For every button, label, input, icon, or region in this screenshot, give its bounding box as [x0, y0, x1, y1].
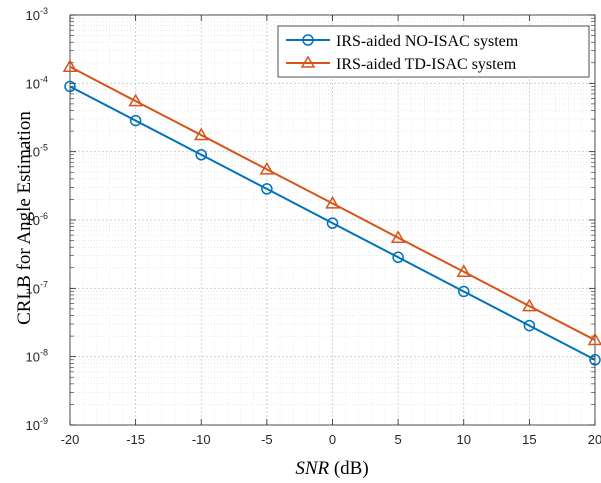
legend-marker-triangle	[300, 55, 316, 68]
y-tick-labels: 10-9 10-8 10-7 10-6 10-5 10-4 10-3	[26, 6, 48, 433]
y-axis-title: CRLB for Angle Estimation	[14, 111, 35, 325]
y-tick-label: 10-3	[26, 6, 48, 23]
y-tick-label: 10-4	[26, 74, 48, 91]
y-tick-label: 10-5	[26, 143, 48, 160]
series-layer	[62, 59, 601, 366]
series-line-1	[69, 85, 596, 361]
x-axis-title-italic: SNR	[295, 458, 329, 479]
data-point-circle	[261, 183, 273, 195]
data-point-triangle	[456, 264, 472, 277]
x-tick-label: -20	[61, 432, 80, 447]
data-point-triangle	[390, 230, 406, 243]
data-point-triangle	[259, 161, 275, 175]
y-tick-label: 10-7	[26, 279, 48, 296]
legend-label-series-1: IRS-aided NO-ISAC system	[336, 33, 519, 50]
data-point-circle	[523, 319, 536, 332]
data-point-triangle	[587, 332, 601, 346]
x-tick-label: 5	[395, 432, 402, 447]
y-tick-label: 10-8	[26, 348, 48, 365]
data-point-circle	[458, 285, 470, 298]
y-tick-label: 10-9	[26, 416, 48, 433]
data-point-circle	[195, 149, 207, 161]
y-tick-label: 10-6	[26, 211, 48, 228]
series-line-2	[69, 65, 596, 341]
x-tick-label: -15	[126, 432, 145, 447]
data-point-triangle	[62, 59, 78, 72]
data-point-circle	[129, 114, 142, 127]
legend-box	[277, 25, 590, 78]
data-point-triangle	[193, 127, 209, 141]
data-point-triangle	[128, 93, 143, 107]
data-point-triangle	[325, 195, 340, 209]
x-axis-title-rest: (dB)	[329, 458, 369, 479]
x-tick-label: 20	[588, 432, 601, 447]
data-point-circle	[64, 80, 76, 93]
x-axis-title: SNR (dB)	[295, 458, 368, 479]
legend-marker-circle	[302, 34, 314, 46]
data-point-triangle	[522, 298, 537, 312]
data-point-circle	[589, 354, 601, 366]
data-point-circle	[326, 217, 339, 229]
x-tick-label: 15	[522, 432, 536, 447]
x-tick-labels: -20 -15 -10 -5 0 5 10 15 20	[61, 432, 601, 447]
x-tick-label: -5	[261, 432, 273, 447]
data-point-circle	[392, 251, 404, 264]
x-tick-label: -10	[192, 432, 211, 447]
legend: IRS-aided NO-ISAC system IRS-aided TD-IS…	[277, 25, 590, 78]
x-tick-label: 10	[457, 432, 471, 447]
x-tick-label: 0	[329, 432, 336, 447]
legend-label-series-2: IRS-aided TD-ISAC system	[336, 56, 517, 73]
